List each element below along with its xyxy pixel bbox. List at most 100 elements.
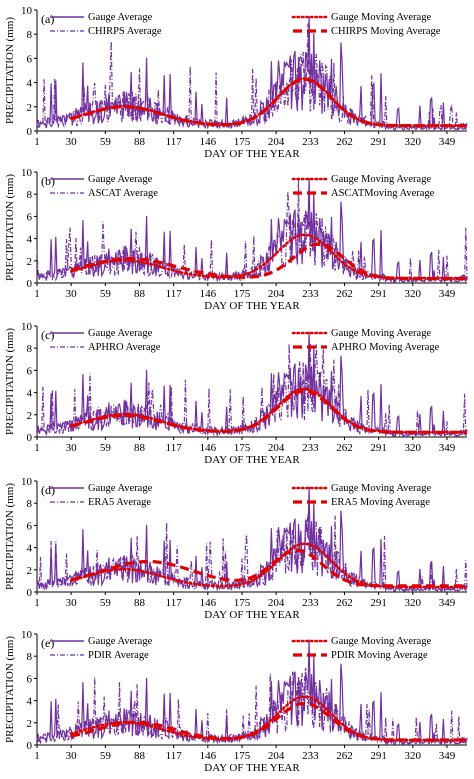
x-tick-label: 204 (268, 597, 285, 609)
x-tick-label: 59 (100, 136, 112, 148)
x-tick-label: 349 (439, 597, 456, 609)
x-tick-label: 146 (200, 288, 217, 300)
panel-label: (a) (41, 12, 54, 26)
series-line (36, 639, 468, 746)
y-tick-label: 2 (27, 102, 33, 114)
legend-label: Gauge Average (88, 483, 153, 494)
x-tick-label: 175 (234, 442, 251, 454)
y-tick-label: 4 (27, 388, 33, 400)
y-tick-label: 4 (27, 696, 33, 708)
x-tick-label: 1 (34, 597, 40, 609)
y-tick-label: 10 (21, 321, 33, 333)
x-tick-label: 291 (370, 597, 387, 609)
y-tick-label: 6 (27, 53, 33, 65)
x-tick-label: 88 (134, 136, 146, 148)
x-tick-label: 30 (66, 288, 78, 300)
x-tick-label: 233 (302, 442, 319, 454)
y-tick-label: 2 (27, 256, 33, 268)
x-tick-label: 291 (370, 442, 387, 454)
x-tick-label: 291 (370, 136, 387, 148)
x-tick-label: 175 (234, 136, 251, 148)
y-tick-label: 4 (27, 78, 33, 90)
x-tick-label: 1 (34, 442, 40, 454)
x-tick-label: 349 (439, 288, 456, 300)
x-tick-label: 262 (336, 597, 353, 609)
x-tick-label: 59 (100, 597, 112, 609)
x-tick-label: 88 (134, 597, 146, 609)
y-tick-label: 10 (21, 5, 33, 17)
x-tick-label: 1 (34, 288, 40, 300)
x-tick-label: 117 (166, 136, 183, 148)
panel-label: (e) (41, 636, 54, 650)
legend-label: APHRO Average (88, 342, 161, 353)
legend-label: Gauge Moving Average (331, 174, 431, 185)
x-axis-title: DAY OF THE YEAR (204, 609, 300, 621)
series-line (70, 242, 467, 281)
y-axis-title: PRECIPITATION (mm) (4, 328, 16, 435)
series-line (36, 23, 467, 131)
x-tick-label: 30 (66, 442, 78, 454)
x-tick-label: 1 (34, 136, 40, 148)
chart-panel: 0 2 4 6 8 10 1 30 59 88 117 146 175 204 233 262 291 320 34… (4, 167, 469, 312)
chart-panel: 0 2 4 6 8 10 1 30 59 88 117 146 175 204 233 262 291 320 34… (4, 629, 469, 774)
y-tick-label: 8 (27, 29, 33, 41)
legend-label: ERA5 Moving Average (331, 497, 430, 508)
x-tick-label: 233 (302, 136, 319, 148)
x-tick-label: 175 (234, 750, 251, 762)
y-tick-label: 4 (27, 234, 33, 246)
legend-label: Gauge Average (88, 12, 153, 23)
chart-panel: 0 2 4 6 8 10 1 30 59 88 117 146 175 204 233 262 291 320 34… (4, 321, 469, 466)
x-tick-label: 233 (302, 597, 319, 609)
series-line (70, 701, 467, 742)
y-tick-label: 10 (21, 167, 33, 179)
series-line (69, 77, 469, 127)
y-tick-label: 6 (27, 673, 33, 685)
x-tick-label: 117 (166, 597, 183, 609)
x-axis-title: DAY OF THE YEAR (204, 148, 300, 160)
y-axis-title: PRECIPITATION (mm) (4, 483, 16, 590)
y-tick-label: 10 (21, 476, 33, 488)
y-axis-title: PRECIPITATION (mm) (4, 174, 16, 281)
y-tick-label: 2 (27, 718, 33, 730)
series-line (36, 177, 468, 284)
x-tick-label: 204 (268, 288, 285, 300)
series-line (36, 343, 468, 438)
legend-label: Gauge Average (88, 636, 153, 647)
legend-label: Gauge Average (88, 174, 153, 185)
series-line (70, 548, 467, 588)
y-tick-label: 6 (27, 365, 33, 377)
x-tick-label: 262 (336, 750, 353, 762)
y-tick-label: 6 (27, 520, 33, 532)
chart-panel: 0 2 4 6 8 10 1 30 59 88 117 146 175 204 233 262 291 320 34… (4, 5, 469, 160)
y-tick-label: 8 (27, 498, 33, 510)
y-axis-title: PRECIPITATION (mm) (4, 17, 16, 124)
y-tick-label: 8 (27, 189, 33, 201)
chart-panel: 0 2 4 6 8 10 1 30 59 88 117 146 175 204 233 262 291 320 34… (4, 476, 469, 621)
series-line (36, 331, 468, 438)
x-tick-label: 320 (405, 750, 422, 762)
x-tick-label: 88 (134, 288, 146, 300)
x-tick-label: 146 (200, 442, 217, 454)
series-line (36, 177, 468, 284)
legend-label: PDIR Moving Average (331, 650, 428, 661)
panel-label: (c) (41, 328, 54, 342)
y-tick-label: 0 (27, 278, 33, 290)
x-tick-label: 349 (439, 442, 456, 454)
x-tick-label: 349 (439, 750, 456, 762)
x-tick-label: 204 (268, 442, 285, 454)
y-tick-label: 0 (27, 740, 33, 752)
x-axis-title: DAY OF THE YEAR (204, 300, 300, 312)
legend-label: ERA5 Average (88, 497, 151, 508)
y-tick-label: 0 (27, 126, 33, 138)
series-line (70, 389, 467, 434)
legend-label: Gauge Moving Average (331, 12, 431, 23)
y-tick-label: 6 (27, 211, 33, 223)
x-tick-label: 204 (268, 136, 285, 148)
x-tick-label: 320 (405, 136, 422, 148)
y-tick-label: 0 (27, 587, 33, 599)
legend-label: Gauge Average (88, 328, 153, 339)
x-tick-label: 349 (439, 136, 456, 148)
y-tick-label: 2 (27, 565, 33, 577)
legend-label: Gauge Moving Average (331, 483, 431, 494)
